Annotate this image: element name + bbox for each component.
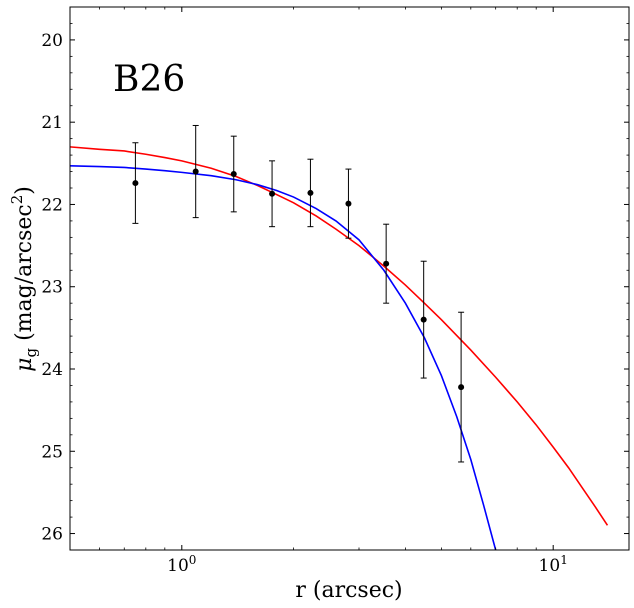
data-point-1	[132, 142, 139, 224]
data-marker	[307, 189, 314, 196]
data-point-6	[345, 168, 352, 239]
data-marker	[420, 316, 427, 323]
data-marker	[383, 260, 390, 267]
plot-frame	[69, 6, 630, 551]
y-tick-label: 25	[41, 442, 63, 462]
y-label-units: (mag/arcsec	[12, 204, 37, 348]
fit-curve-2	[70, 164, 497, 550]
y-tick-label: 22	[41, 195, 63, 215]
x-axis-label: r (arcsec)	[295, 578, 402, 603]
data-point-9	[458, 311, 465, 463]
data-marker	[132, 180, 139, 187]
data-marker	[192, 168, 199, 175]
data-marker	[345, 200, 352, 207]
data-marker	[230, 171, 237, 178]
y-tick-label: 26	[41, 525, 63, 545]
y-tick-label: 23	[41, 278, 63, 298]
data-marker	[269, 190, 276, 197]
fit-curve-1	[70, 146, 609, 526]
y-tick-label: 21	[41, 113, 63, 133]
x-axis-ticks: 100 101	[69, 7, 568, 576]
data-point-4	[269, 160, 276, 228]
data-marker	[458, 384, 465, 391]
y-tick-label: 20	[41, 31, 63, 51]
data-points	[132, 124, 465, 463]
y-axis-ticks: 20 21 22 23 24 25 26	[41, 6, 629, 551]
data-point-2	[192, 124, 199, 219]
x-tick-label: 100	[167, 553, 196, 576]
fit-curves	[70, 146, 609, 550]
data-point-5	[307, 158, 314, 228]
data-point-3	[230, 135, 237, 213]
y-label-symbol: μ	[12, 358, 37, 372]
y-label-superscript: 2	[8, 195, 26, 205]
y-label-subscript: g	[22, 348, 40, 358]
y-label-close: )	[12, 186, 37, 195]
y-axis-label: μg (mag/arcsec2)	[8, 186, 40, 372]
panel-annotation: B26	[113, 59, 185, 100]
y-tick-label: 24	[41, 360, 63, 380]
data-point-7	[383, 223, 390, 304]
x-tick-label: 101	[539, 553, 568, 576]
data-point-8	[420, 260, 427, 379]
